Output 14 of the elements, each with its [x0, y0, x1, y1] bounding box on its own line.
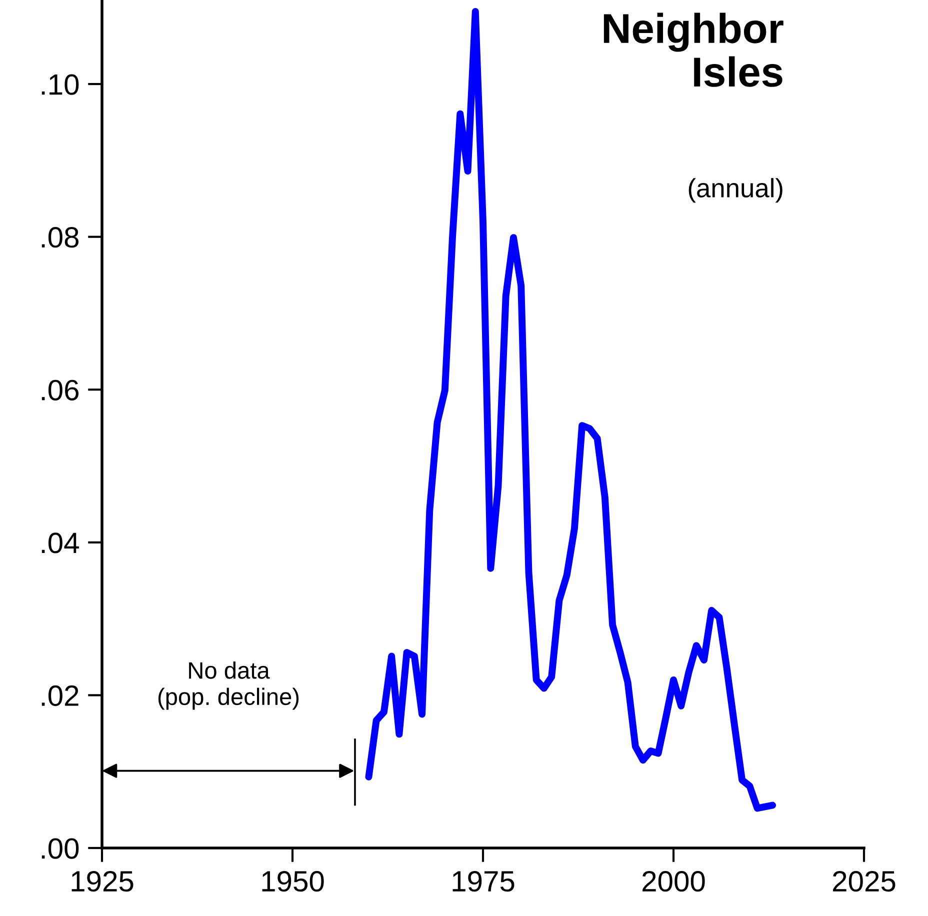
- y-tick-label: .06: [42, 380, 78, 400]
- text: (annual): [688, 178, 782, 203]
- y-tick-label: .08: [42, 227, 79, 248]
- annotation: No data (pop. decline): [158, 661, 299, 710]
- text: Neighbor Isles: [604, 12, 784, 87]
- x-tick-label: 1975: [452, 870, 514, 892]
- x-tick-label: 1925: [72, 870, 134, 892]
- y-tick-label: .04: [42, 532, 79, 554]
- y-tick-label: .10: [42, 74, 79, 95]
- y-tick-label: .02: [42, 685, 78, 706]
- x-tick-label: 2000: [642, 870, 705, 892]
- x-tick-label: 1950: [262, 870, 324, 892]
- x-tick-label: 2025: [833, 870, 896, 892]
- y-tick-label: .00: [42, 838, 79, 859]
